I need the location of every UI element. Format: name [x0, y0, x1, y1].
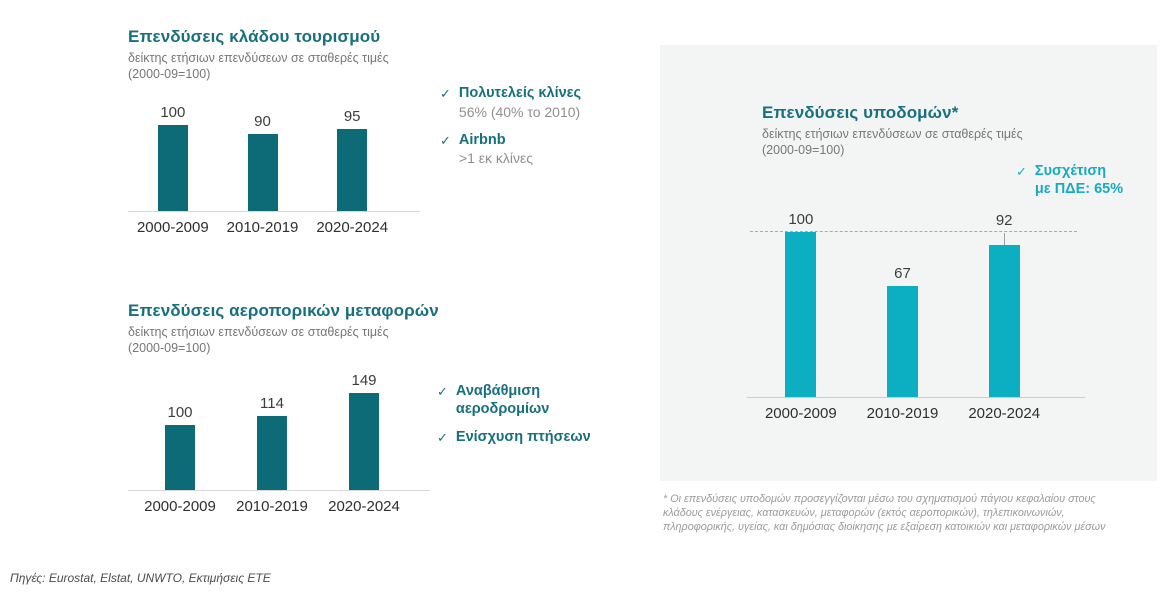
- sources-note: Πηγές: Eurostat, Elstat, UNWTO, Εκτιμήσε…: [10, 571, 271, 585]
- bar-value-label: 100: [788, 211, 814, 228]
- infrastructure-x-axis-labels: 2000-2009 2010-2019 2020-2024: [750, 405, 1055, 422]
- reference-line-100: [750, 231, 1077, 232]
- air-transport-annotations: ✓ Αναβάθμιση αεροδρομίων ✓ Ενίσχυση πτήσ…: [437, 383, 591, 458]
- x-axis-label: 2000-2009: [136, 219, 209, 236]
- bar-value-label: 100: [160, 104, 186, 121]
- x-axis-label: 2010-2019: [236, 498, 308, 515]
- label-leader-line: [1003, 233, 1005, 245]
- bar-value-label: 90: [254, 113, 271, 130]
- bar: [157, 125, 188, 211]
- annotation-label: Πολυτελείς κλίνες: [458, 85, 582, 101]
- check-icon: ✓: [440, 86, 451, 101]
- annotation-flight-boost: ✓ Ενίσχυση πτήσεων: [437, 429, 591, 447]
- bar-value-label: 67: [894, 265, 911, 282]
- air-transport-x-axis-line: [128, 490, 430, 491]
- air-transport-bar-plot: 100 114 149: [134, 369, 410, 490]
- bar-value-label: 114: [260, 395, 284, 412]
- check-icon: ✓: [440, 132, 451, 148]
- subtitle-line-1: δείκτης ετήσιων επενδύσεων σε σταθερές τ…: [762, 127, 1023, 141]
- bar: [247, 134, 278, 211]
- infrastructure-x-axis-line: [747, 397, 1085, 398]
- annotation-airbnb: ✓ Airbnb >1 εκ κλίνες: [440, 132, 581, 168]
- bar-column: 92: [953, 210, 1055, 397]
- bar: [988, 245, 1020, 397]
- tourism-annotations: ✓ Πολυτελείς κλίνες 56% (40% το 2010) ✓ …: [440, 85, 581, 178]
- bar-column: 67: [852, 210, 954, 397]
- air-transport-chart-title: Επενδύσεις αεροπορικών μεταφορών: [128, 301, 439, 320]
- bar: [887, 286, 918, 397]
- bar-column: 149: [318, 369, 410, 490]
- x-axis-label: 2010-2019: [226, 219, 299, 236]
- tourism-chart-subtitle: δείκτης ετήσιων επενδύσεων σε σταθερές τ…: [128, 51, 448, 82]
- tourism-bar-plot: 100 90 95: [128, 105, 397, 211]
- bar-column: 100: [128, 105, 218, 211]
- x-axis-label: 2010-2019: [866, 405, 939, 422]
- subtitle-line-2: (2000-09=100): [762, 142, 845, 157]
- bar-column: 90: [218, 105, 308, 211]
- x-axis-label: 2020-2024: [328, 498, 400, 515]
- infrastructure-chart-subtitle: δείκτης ετήσιων επενδύσεων σε σταθερές τ…: [762, 127, 1092, 158]
- x-axis-label: 2020-2024: [316, 219, 389, 236]
- x-axis-label: 2000-2009: [764, 405, 837, 422]
- subtitle-line-1: δείκτης ετήσιων επενδύσεων σε σταθερές τ…: [128, 51, 389, 65]
- bar: [257, 416, 287, 490]
- bar-column: 95: [307, 105, 397, 211]
- bar: [785, 232, 817, 397]
- x-axis-label: 2020-2024: [968, 405, 1041, 422]
- annotation-label: Αναβάθμιση αεροδρομίων: [455, 383, 550, 417]
- annotation-airport-upgrade: ✓ Αναβάθμιση αεροδρομίων: [437, 383, 591, 418]
- check-icon: ✓: [437, 384, 448, 399]
- tourism-x-axis-labels: 2000-2009 2010-2019 2020-2024: [128, 219, 397, 236]
- annotation-label: Ενίσχυση πτήσεων: [455, 429, 591, 445]
- bar-value-label: 100: [167, 404, 193, 421]
- bar: [349, 393, 379, 490]
- bar-value-label: 92: [995, 212, 1013, 229]
- infrastructure-footnote: * Οι επενδύσεις υποδομών προσεγγίζονται …: [663, 493, 1106, 533]
- x-axis-label: 2000-2009: [144, 498, 216, 515]
- check-icon: ✓: [437, 430, 448, 445]
- subtitle-line-1: δείκτης ετήσιων επενδύσεων σε σταθερές τ…: [128, 325, 389, 339]
- infrastructure-annotations: ✓ Συσχέτιση με ΠΔΕ: 65%: [1016, 163, 1123, 209]
- infrastructure-chart-title: Επενδύσεις υποδομών*: [762, 103, 959, 122]
- annotation-label: Συσχέτιση με ΠΔΕ: 65%: [1034, 163, 1124, 197]
- bar-column: 100: [750, 210, 852, 397]
- air-transport-chart-subtitle: δείκτης ετήσιων επενδύσεων σε σταθερές τ…: [128, 325, 448, 356]
- bar-value-label: 149: [351, 372, 377, 389]
- subtitle-line-2: (2000-09=100): [128, 340, 211, 355]
- subtitle-line-2: (2000-09=100): [128, 66, 211, 81]
- annotation-pde-correlation: ✓ Συσχέτιση με ΠΔΕ: 65%: [1016, 163, 1123, 198]
- tourism-chart-title: Επενδύσεις κλάδου τουρισμού: [128, 27, 381, 46]
- bar: [337, 129, 368, 211]
- check-icon: ✓: [1016, 164, 1027, 179]
- infrastructure-panel: [660, 45, 1157, 481]
- bar-value-label: 95: [343, 108, 361, 125]
- bar-column: 100: [134, 369, 226, 490]
- annotation-detail: >1 εκ κλίνες: [458, 150, 533, 166]
- infrastructure-bar-plot: 100 67 92: [750, 210, 1055, 397]
- annotation-detail: 56% (40% το 2010): [458, 103, 581, 120]
- bar-column: 114: [226, 369, 318, 490]
- tourism-x-axis-line: [128, 211, 420, 212]
- annotation-label: Airbnb: [458, 131, 506, 148]
- air-transport-x-axis-labels: 2000-2009 2010-2019 2020-2024: [134, 498, 410, 515]
- annotation-luxury-beds: ✓ Πολυτελείς κλίνες 56% (40% το 2010): [440, 85, 581, 121]
- bar: [165, 425, 195, 490]
